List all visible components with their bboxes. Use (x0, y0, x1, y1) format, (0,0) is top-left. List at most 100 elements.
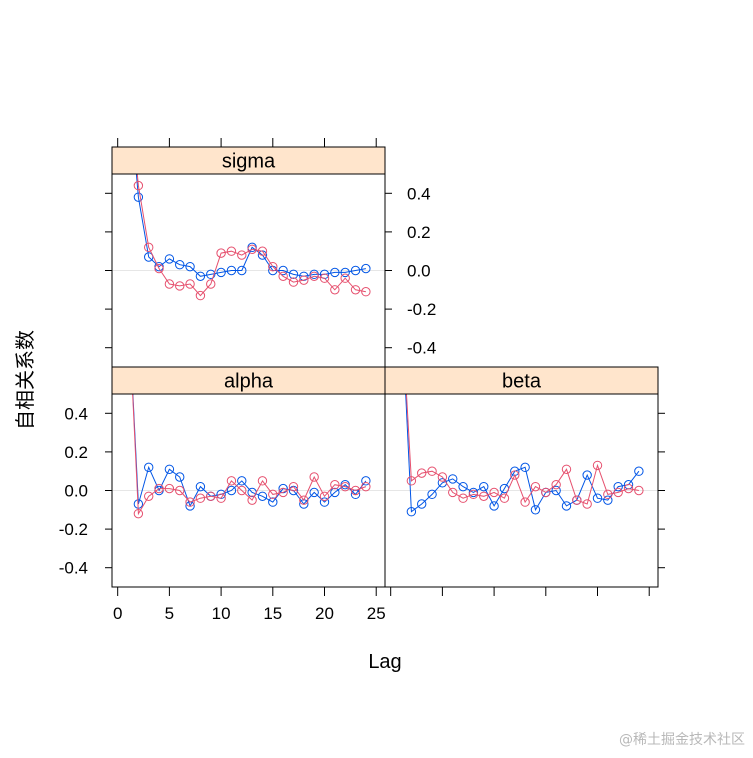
data-point (195, 271, 206, 281)
data-point (530, 481, 541, 492)
data-point (124, 293, 132, 301)
data-point (448, 487, 458, 498)
data-point (164, 279, 175, 289)
data-point (427, 466, 437, 476)
data-point (288, 481, 299, 492)
y-tick-label: -0.2 (59, 520, 88, 539)
data-point (582, 499, 592, 509)
data-point (479, 481, 489, 492)
data-point (613, 481, 623, 492)
data-point (397, 293, 405, 301)
data-point (634, 485, 644, 496)
data-point (237, 265, 247, 276)
data-point (319, 497, 330, 507)
series-line (405, 394, 640, 513)
series-line (132, 394, 367, 508)
data-point (154, 263, 164, 274)
data-point (133, 508, 144, 519)
data-point (448, 474, 458, 484)
data-point (257, 246, 268, 256)
data-point (350, 485, 361, 496)
data-point (268, 497, 278, 507)
data-point (603, 489, 613, 500)
data-point (206, 279, 216, 289)
data-point (417, 499, 427, 509)
data-point (319, 491, 330, 501)
data-point (216, 248, 226, 258)
data-point (458, 481, 468, 492)
data-point (226, 265, 237, 276)
data-point (541, 487, 551, 498)
data-point (613, 487, 623, 498)
data-point (288, 277, 299, 287)
data-point (489, 501, 499, 511)
x-tick-label: 5 (165, 604, 174, 623)
data-point (417, 468, 427, 478)
data-point (216, 493, 226, 503)
panel-strip (384, 366, 659, 395)
data-point (175, 260, 185, 270)
data-point (340, 273, 350, 283)
data-point (124, 73, 132, 81)
data-point (427, 489, 437, 500)
panel-title: alpha (224, 371, 274, 393)
x-tick-label: 10 (212, 604, 231, 623)
data-point (520, 462, 530, 473)
data-point (468, 489, 479, 500)
data-point (603, 495, 613, 505)
data-point (133, 180, 144, 191)
data-point (195, 493, 206, 503)
data-point (164, 254, 175, 264)
y-tick-label: 0.2 (407, 223, 431, 242)
data-point (582, 470, 592, 480)
data-point (561, 501, 572, 511)
y-tick-label: 0.0 (64, 482, 88, 501)
data-point (247, 495, 257, 505)
data-point (175, 485, 185, 496)
y-tick-label: 0.4 (407, 184, 431, 203)
data-point (309, 472, 319, 482)
data-point (195, 481, 206, 492)
plot-area (124, 293, 371, 519)
series-line (136, 174, 366, 297)
data-point (288, 269, 299, 280)
data-point (216, 267, 226, 278)
y-tick-label: 0.2 (64, 443, 88, 462)
data-point (510, 470, 520, 480)
data-point (319, 273, 330, 283)
data-point (185, 261, 195, 272)
data-point (247, 244, 257, 254)
panel-beta: beta (384, 293, 665, 596)
data-point (144, 491, 154, 501)
data-point (397, 293, 405, 301)
panel-sigma: sigma -0.4 -0.2 0.0 0.2 0.4 (105, 73, 436, 368)
data-point (479, 491, 489, 501)
panel-title: beta (502, 371, 542, 393)
panel-strip (111, 146, 386, 175)
data-point (350, 265, 361, 276)
data-point (330, 267, 340, 278)
plot-area (124, 73, 371, 301)
x-axis-label: Lag (368, 651, 401, 673)
data-point (520, 497, 530, 507)
y-tick-label: -0.4 (59, 559, 88, 578)
data-point (185, 279, 195, 289)
data-point (154, 483, 164, 494)
data-point (530, 505, 541, 515)
y-tick-label: -0.2 (407, 300, 436, 319)
data-point (237, 250, 247, 260)
data-point (257, 476, 268, 486)
data-point (206, 269, 216, 280)
data-point (144, 242, 154, 253)
y-axis-label: 自相关系数 (14, 330, 37, 430)
data-point (133, 192, 144, 202)
data-point (278, 487, 288, 498)
data-point (361, 481, 371, 492)
data-point (330, 480, 340, 490)
data-point (592, 493, 603, 503)
series-line (405, 394, 639, 505)
data-point (144, 462, 154, 473)
x-tick-label: 20 (315, 604, 334, 623)
data-point (278, 265, 288, 276)
